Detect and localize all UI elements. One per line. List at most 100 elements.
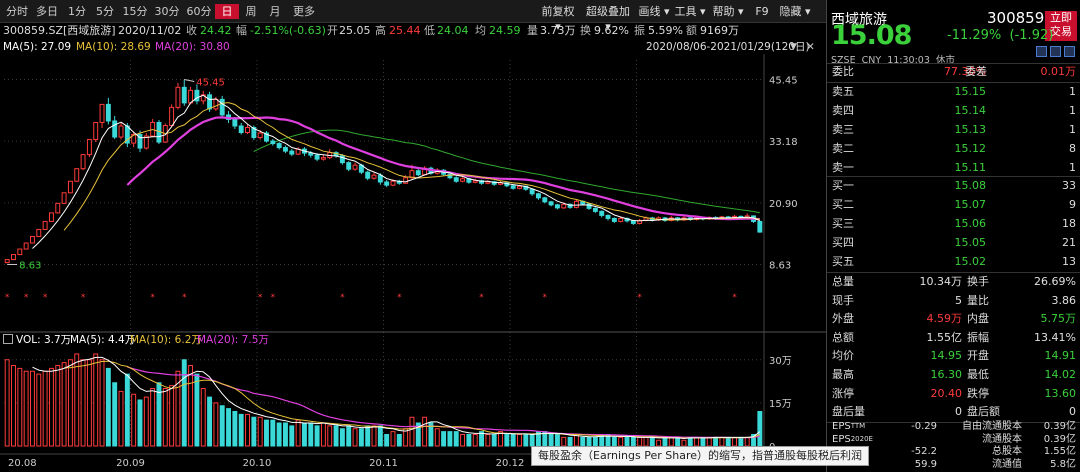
volume-bar — [580, 436, 586, 447]
toolbar-menu-5[interactable]: F9 — [755, 5, 769, 18]
list-icon[interactable] — [1050, 46, 1061, 57]
expand-icon[interactable] — [1064, 46, 1075, 57]
ask-row-2-volume: 8 — [1069, 142, 1076, 155]
stat-label: 盘后额 — [967, 405, 1000, 419]
ask-row-1-volume: 1 — [1069, 161, 1076, 174]
period-tab-10[interactable]: 更多 — [293, 5, 315, 18]
trade-button[interactable]: 立即 交易 — [1045, 11, 1077, 41]
volume-settings-icon[interactable] — [3, 334, 13, 344]
stock-name: 西域旅游 — [831, 12, 887, 28]
close-panel-icon[interactable]: ✕ — [806, 41, 815, 53]
period-tab-9[interactable]: 月 — [269, 5, 281, 18]
period-tab-2[interactable]: 1分 — [68, 5, 86, 18]
bid-row-5[interactable]: 买五 15.02 13 — [827, 252, 1080, 272]
volume-bar — [358, 428, 364, 447]
toolbar-menu-0[interactable]: 前复权 ▾ — [541, 5, 575, 33]
stat-label: 开盘 — [967, 349, 989, 363]
stat-row: 涨停 20.40 跌停 13.60 — [827, 384, 1080, 404]
candle-body — [460, 178, 466, 182]
signal-marker: * — [732, 293, 737, 303]
low-value: 24.04 — [437, 24, 469, 37]
ask-row-2-price: 15.12 — [954, 142, 987, 155]
candle-body — [36, 228, 42, 237]
ask-row-1[interactable]: 卖一 15.11 1 — [827, 158, 1080, 178]
ask-row-4-volume: 1 — [1069, 104, 1076, 117]
period-tab-3[interactable]: 5分 — [96, 5, 114, 18]
bid-row-2[interactable]: 买二 15.07 9 — [827, 195, 1080, 215]
edit-icon[interactable] — [1036, 46, 1047, 57]
volume-bar — [630, 436, 636, 447]
ask-row-3-volume: 1 — [1069, 123, 1076, 136]
candle-body — [415, 170, 421, 176]
ask-row-1-label: 卖一 — [832, 161, 854, 174]
date-tick-label: 20.12 — [496, 458, 525, 469]
stat-label: 总量 — [832, 275, 854, 288]
volume-bar — [200, 388, 206, 447]
volume-bar — [352, 428, 358, 447]
ask-row-2-label: 卖二 — [832, 142, 854, 155]
candle-body — [23, 242, 29, 250]
range-dropdown-icon[interactable]: ▼ — [790, 42, 797, 52]
candle-body — [188, 89, 194, 104]
volume-bar — [390, 431, 396, 447]
period-tab-1[interactable]: 多日 — [36, 5, 58, 18]
fin-label-sup: 2020E — [850, 434, 873, 443]
candle-body — [403, 177, 409, 184]
period-tab-5[interactable]: 30分 — [154, 5, 180, 18]
period-tab-7[interactable]: 日 — [215, 4, 239, 19]
stat-label: 外盘 — [832, 312, 854, 326]
toolbar-menu-2[interactable]: 画线 ▾ — [638, 5, 670, 18]
kline-chart[interactable]: * * * * * * * * * * * * * * 45.45 8.63 45.45 33.18 20.90 8… — [0, 54, 826, 472]
volume-bar — [251, 416, 257, 447]
bid-row-3[interactable]: 买三 15.06 18 — [827, 214, 1080, 234]
stat-label: 总额 — [832, 330, 854, 344]
volume-bar — [409, 416, 415, 447]
volume-bar — [320, 422, 326, 447]
period-tab-8[interactable]: 周 — [245, 5, 257, 18]
candle-body — [137, 134, 143, 149]
stat-value: 0 — [955, 405, 962, 419]
bid-row-1[interactable]: 买一 15.08 33 — [827, 176, 1080, 196]
ask-row-4[interactable]: 卖四 15.14 1 — [827, 101, 1080, 121]
toolbar-menu-4[interactable]: 帮助 ▾ — [712, 5, 744, 18]
candle-body — [251, 126, 257, 139]
fin-value-2: 0.39亿 — [1043, 421, 1076, 432]
volume-bar — [207, 396, 213, 447]
candle-body — [542, 197, 548, 203]
fin-row: EPS2020E 流通股本 0.39亿 — [827, 433, 1080, 446]
toolbar-menu-6[interactable]: 隐藏 ▾ — [779, 5, 811, 18]
max-marker-line — [184, 79, 195, 83]
volume-bar — [377, 425, 383, 447]
bid-row-4-label: 买四 — [832, 236, 854, 249]
toolbar-menu-1[interactable]: 超级叠加 ▾ — [586, 5, 630, 33]
stat-value: 3.86 — [1051, 293, 1077, 307]
vol-ma10-line — [64, 360, 760, 439]
candle-body — [30, 235, 35, 244]
candle-body — [207, 94, 213, 110]
last-price: 15.08 — [831, 20, 912, 51]
period-tab-0[interactable]: 分时 — [6, 5, 28, 18]
ask-row-3[interactable]: 卖三 15.13 1 — [827, 120, 1080, 140]
volume-bar — [238, 413, 244, 447]
ma10-legend: MA(10): 28.69 — [76, 41, 151, 53]
candle-body — [491, 181, 497, 185]
candle-body — [314, 154, 320, 160]
fin-value: -52.2 — [911, 446, 937, 458]
signal-marker: * — [81, 293, 86, 303]
fin-label-text: EPS — [832, 421, 851, 432]
period-tab-6[interactable]: 60分 — [186, 5, 212, 18]
ask-row-2[interactable]: 卖二 15.12 8 — [827, 139, 1080, 159]
volume-tick-label: 15万 — [769, 399, 792, 410]
period-tab-4[interactable]: 15分 — [122, 5, 148, 18]
toolbar-menu-3[interactable]: 工具 ▾ — [674, 5, 706, 18]
candle-body — [93, 121, 99, 141]
candle-body — [567, 203, 573, 208]
ask-row-5[interactable]: 卖五 15.15 1 — [827, 82, 1080, 102]
volume-bar — [498, 431, 503, 447]
bid-row-4[interactable]: 买四 15.05 21 — [827, 233, 1080, 253]
ma60-line — [253, 129, 760, 214]
ma5-legend: MA(5): 27.09 — [3, 41, 72, 53]
volume-bar — [504, 434, 510, 447]
volume-bar — [301, 422, 307, 447]
vol-ma5-line — [32, 356, 761, 440]
